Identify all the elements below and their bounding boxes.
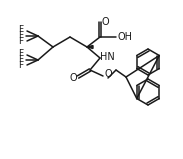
Polygon shape [87,45,93,48]
Text: F: F [18,55,24,65]
Text: HN: HN [100,52,114,62]
Text: F: F [18,62,24,70]
Text: F: F [18,25,24,35]
Text: OH: OH [117,32,132,42]
Text: O: O [69,73,77,83]
Text: F: F [18,31,24,41]
Text: O: O [101,17,109,27]
Text: O: O [104,69,112,79]
Text: F: F [18,49,24,59]
Text: F: F [18,38,24,46]
